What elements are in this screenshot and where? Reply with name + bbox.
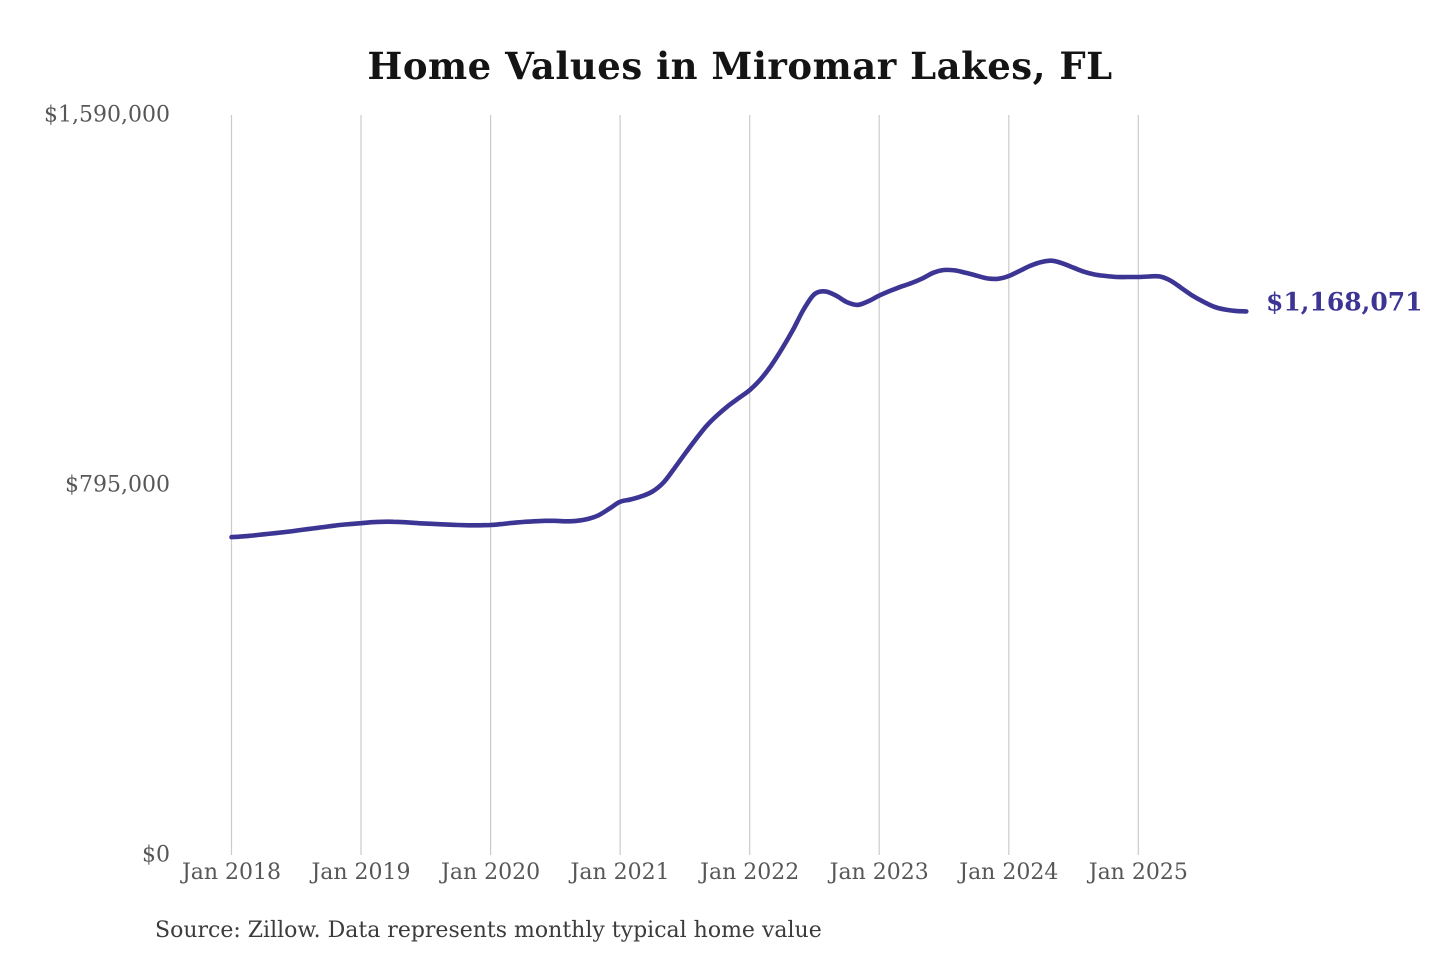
x-tick-jan-2020: Jan 2020 — [441, 860, 541, 885]
x-tick-jan-2023: Jan 2023 — [829, 860, 929, 885]
latest-value-label: $1,168,071 — [1266, 287, 1423, 317]
x-tick-jan-2018: Jan 2018 — [181, 860, 282, 885]
home-value-line-series — [229, 258, 1249, 540]
vertical-gridlines — [230, 115, 1139, 855]
y-tick-795000: $795,000 — [65, 472, 170, 498]
x-tick-jan-2025: Jan 2025 — [1088, 860, 1188, 885]
x-tick-jan-2019: Jan 2019 — [311, 860, 411, 885]
source-note: Source: Zillow. Data represents monthly … — [155, 918, 822, 943]
x-tick-jan-2022: Jan 2022 — [700, 860, 800, 885]
x-tick-jan-2024: Jan 2024 — [959, 860, 1059, 885]
chart-title: Home Values in Miromar Lakes, FL — [367, 44, 1113, 88]
y-tick-0: $0 — [142, 842, 170, 868]
y-tick-1590000: $1,590,000 — [44, 102, 170, 128]
x-tick-jan-2021: Jan 2021 — [570, 860, 670, 885]
